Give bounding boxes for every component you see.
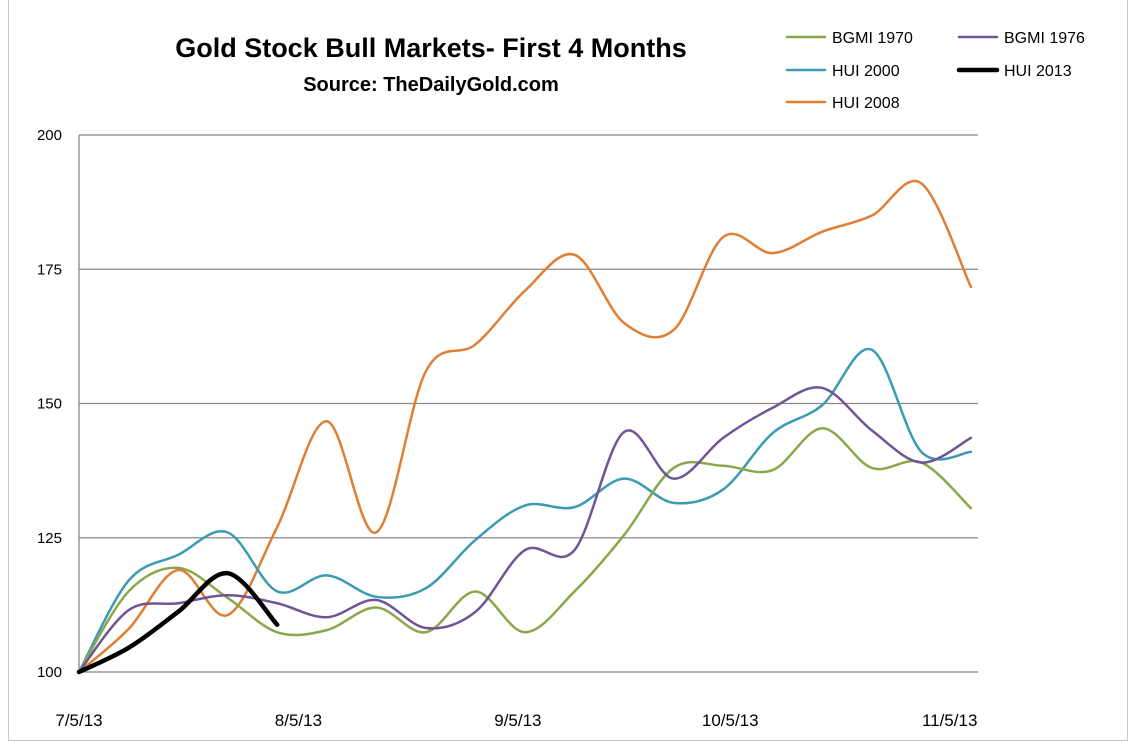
x-tick-label: 8/5/13 [275,711,322,730]
legend-label: HUI 2000 [832,63,900,80]
y-tick-label: 175 [37,261,62,278]
series-line-hui-2013 [76,570,280,675]
series-line-bgmi-1970 [77,426,973,674]
x-tick-label: 9/5/13 [494,711,541,730]
legend-label: BGMI 1976 [1004,30,1085,47]
x-tick-label: 7/5/13 [55,711,102,730]
y-tick-label: 125 [37,530,62,547]
y-tick-label: 200 [37,127,62,144]
y-tick-label: 150 [37,396,62,413]
legend-label: BGMI 1970 [832,30,913,47]
chart-frame [8,0,1128,741]
chart-title: Gold Stock Bull Markets- First 4 Months [175,33,687,63]
series-line-hui-2008 [77,179,973,674]
x-tick-label: 11/5/13 [922,711,977,730]
legend-label: HUI 2013 [1004,63,1072,80]
legend-label: HUI 2008 [832,95,900,112]
x-tick-label: 10/5/13 [702,711,759,730]
chart-subtitle: Source: TheDailyGold.com [303,74,559,96]
y-tick-label: 100 [37,664,62,681]
series-line-bgmi-1976 [77,386,973,674]
